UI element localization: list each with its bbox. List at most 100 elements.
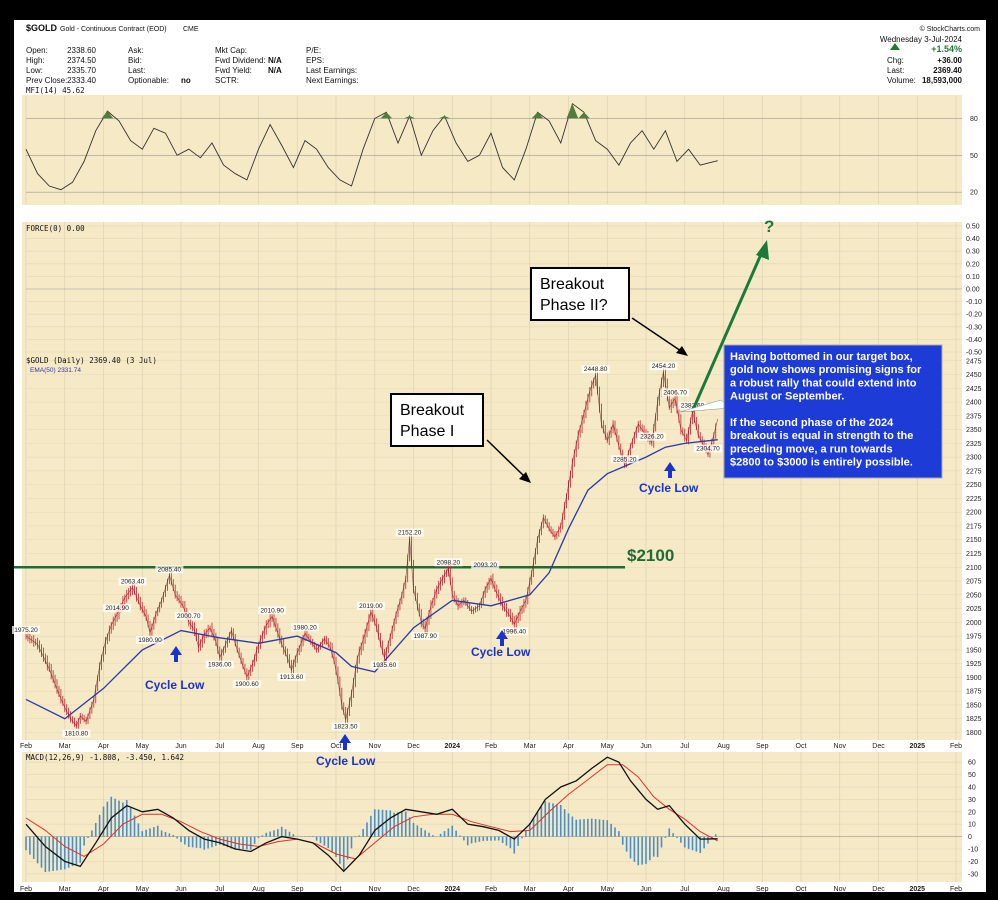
data-label-bg bbox=[232, 680, 261, 689]
mfi-overbought-fill bbox=[403, 115, 416, 119]
data-label: 1810.80 bbox=[65, 731, 89, 738]
month-tick-label: Aug bbox=[252, 743, 265, 750]
macd-tick-label: 40 bbox=[968, 785, 976, 792]
mfi-overbought-fill bbox=[101, 111, 114, 119]
month-tick-label: Feb bbox=[485, 886, 497, 893]
price-tick-label: 2375 bbox=[966, 413, 982, 420]
data-label-bg bbox=[136, 635, 164, 644]
price-tick-label: 2200 bbox=[966, 510, 982, 517]
data-label: 2152.20 bbox=[398, 530, 422, 537]
instrument-name: Gold - Continuous Contract (EOD) bbox=[60, 26, 167, 33]
ema50-line bbox=[25, 439, 718, 720]
breakout-phase2-line2: Phase II? bbox=[540, 297, 608, 314]
cycle-low-2: Cycle Low bbox=[316, 754, 376, 768]
month-tick-label: Jun bbox=[175, 886, 186, 893]
fwd-dividend-value: N/A bbox=[268, 56, 282, 65]
data-label: 1975.20 bbox=[14, 627, 38, 634]
data-label: 2448.80 bbox=[584, 366, 608, 373]
force-label: FORCE(0) 0.00 bbox=[26, 224, 85, 233]
price-tick-label: 2400 bbox=[966, 400, 982, 407]
month-tick-label: Jun bbox=[175, 743, 186, 750]
force-tick-label: -0.50 bbox=[966, 350, 982, 357]
price-tick-label: 2450 bbox=[966, 372, 982, 379]
volume-value: 18,593,000 bbox=[922, 76, 963, 85]
price-tick-label: 2050 bbox=[966, 592, 982, 599]
force-tick-label: 0.20 bbox=[966, 261, 980, 268]
month-tick-label: Nov bbox=[834, 743, 847, 750]
data-label: 2454.20 bbox=[652, 363, 676, 370]
force-tick-label: 0.10 bbox=[966, 274, 980, 281]
data-label-bg bbox=[155, 565, 184, 574]
force-panel bbox=[22, 222, 962, 354]
cycle-low-arrow-icon bbox=[664, 462, 676, 478]
note-line: preceding move, a run towards bbox=[730, 443, 893, 455]
macd-panel bbox=[22, 752, 962, 882]
price-tick-label: 2000 bbox=[966, 620, 982, 627]
data-label: 2406.70 bbox=[663, 389, 687, 396]
low-label: Low: bbox=[26, 66, 43, 75]
data-label-bg bbox=[581, 365, 610, 374]
mfi-overbought-fill bbox=[578, 112, 590, 119]
mfi-overbought-fill bbox=[438, 115, 451, 119]
force-tick-label: -0.10 bbox=[966, 299, 982, 306]
breakout-phase2-box bbox=[530, 267, 630, 321]
force-tick-label: -0.40 bbox=[966, 337, 982, 344]
volume-label: Volume: bbox=[887, 76, 916, 85]
month-tick-label: Jul bbox=[680, 743, 689, 750]
bid-label: Bid: bbox=[128, 56, 142, 65]
last-value: 2369.40 bbox=[933, 66, 962, 75]
symbol: $GOLD bbox=[26, 23, 58, 33]
breakout-phase1-arrowhead bbox=[519, 472, 531, 483]
month-tick-label: Jul bbox=[680, 886, 689, 893]
mfi-tick-label: 80 bbox=[970, 116, 978, 123]
macd-tick-label: -30 bbox=[968, 871, 978, 878]
month-tick-label: Oct bbox=[331, 886, 342, 893]
eps-label: EPS: bbox=[306, 56, 324, 65]
force-tick-label: 0.00 bbox=[966, 287, 980, 294]
price-tick-label: 1975 bbox=[966, 634, 982, 641]
data-label: 2000.70 bbox=[177, 613, 201, 620]
low-value: 2335.70 bbox=[67, 66, 96, 75]
data-label-bg bbox=[103, 604, 132, 613]
data-label-bg bbox=[661, 388, 690, 397]
data-label: 2019.00 bbox=[359, 603, 383, 610]
price-tick-label: 2300 bbox=[966, 455, 982, 462]
cycle-low-arrow-icon bbox=[496, 630, 508, 646]
chg-value: +36.00 bbox=[937, 56, 962, 65]
breakout-phase1-pointer bbox=[486, 439, 525, 477]
note-line: August or September. bbox=[730, 391, 844, 403]
mfi-tick-label: 20 bbox=[970, 190, 978, 197]
breakout-phase2-arrowhead bbox=[676, 346, 688, 356]
force-tick-label: 0.30 bbox=[966, 249, 980, 256]
projection-arrow bbox=[690, 251, 764, 413]
month-tick-label: Jul bbox=[215, 743, 224, 750]
note-line: $2800 to $3000 is entirely possible. bbox=[730, 457, 913, 469]
prev-close-value: 2333.40 bbox=[67, 76, 96, 85]
macd-tick-label: 0 bbox=[968, 834, 972, 841]
month-tick-label: Feb bbox=[950, 886, 962, 893]
up-arrow-icon bbox=[890, 43, 900, 50]
price-tick-label: 2350 bbox=[966, 427, 982, 434]
data-label: 1980.90 bbox=[138, 637, 162, 644]
data-label: 2326.20 bbox=[640, 434, 664, 441]
breakout-phase2-line1: Breakout bbox=[540, 276, 605, 293]
cycle-low-3: Cycle Low bbox=[471, 645, 531, 659]
data-label-bg bbox=[649, 362, 678, 371]
force-tick-label: -0.20 bbox=[966, 312, 982, 319]
data-label-bg bbox=[205, 660, 234, 669]
month-tick-label: Feb bbox=[950, 743, 962, 750]
price-tick-label: 1950 bbox=[966, 647, 982, 654]
price-tick-label: 1825 bbox=[966, 716, 982, 723]
month-tick-label: Feb bbox=[20, 743, 32, 750]
month-tick-label: 2024 bbox=[444, 743, 460, 750]
data-label-bg bbox=[62, 729, 91, 738]
price-tick-label: 2275 bbox=[966, 468, 982, 475]
data-label-bg bbox=[331, 722, 360, 731]
macd-line bbox=[25, 756, 718, 873]
data-label: 2010.90 bbox=[260, 607, 284, 614]
price-tick-label: 2250 bbox=[966, 482, 982, 489]
month-tick-label: Sep bbox=[291, 886, 304, 893]
note-box bbox=[723, 344, 943, 479]
mfi-overbought-fill bbox=[531, 112, 544, 119]
